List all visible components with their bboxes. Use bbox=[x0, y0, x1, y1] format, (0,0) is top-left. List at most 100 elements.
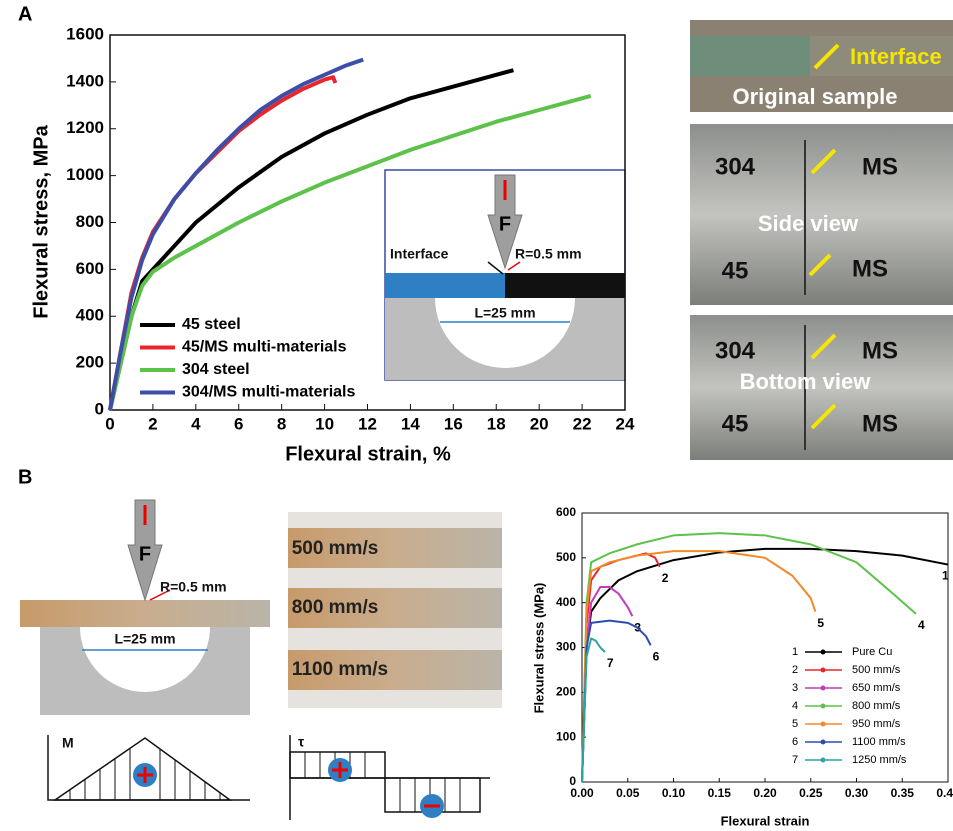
x-tick-label: 0.30 bbox=[845, 786, 869, 800]
legend-marker bbox=[821, 704, 826, 709]
curve-label: 1 bbox=[942, 569, 949, 583]
photo-label: MS bbox=[862, 153, 898, 180]
radius-label: R=0.5 mm bbox=[515, 246, 582, 262]
span-label: L=25 mm bbox=[474, 305, 535, 321]
photo-label: Interface bbox=[850, 44, 942, 69]
shear-label: τ bbox=[298, 734, 305, 750]
x-tick-label: 2 bbox=[148, 414, 157, 433]
curve-label: 2 bbox=[662, 571, 669, 585]
panel-label: B bbox=[18, 466, 32, 488]
legend-label: 500 mm/s bbox=[852, 664, 901, 676]
x-tick-label: 10 bbox=[315, 414, 334, 433]
y-tick-label: 500 bbox=[556, 550, 576, 564]
span-label: L=25 mm bbox=[114, 631, 175, 647]
legend-number: 1 bbox=[792, 646, 798, 658]
data-line bbox=[582, 551, 815, 782]
x-tick-label: 18 bbox=[487, 414, 506, 433]
legend-label: Pure Cu bbox=[852, 646, 892, 658]
legend-label: 45/MS multi-materials bbox=[182, 339, 347, 356]
y-tick-label: 600 bbox=[556, 505, 576, 519]
legend-marker bbox=[821, 758, 826, 763]
y-tick-label: 0 bbox=[95, 399, 104, 418]
legend-label: 950 mm/s bbox=[852, 718, 901, 730]
x-tick-label: 0.35 bbox=[891, 786, 915, 800]
data-line bbox=[110, 60, 363, 410]
legend-marker bbox=[821, 668, 826, 673]
x-tick-label: 0.15 bbox=[708, 786, 732, 800]
radius-label: R=0.5 mm bbox=[160, 579, 227, 595]
photo-label: 304 bbox=[715, 153, 756, 180]
photo-label: Side view bbox=[758, 211, 859, 236]
legend-label: 650 mm/s bbox=[852, 682, 901, 694]
y-tick-label: 200 bbox=[556, 685, 576, 699]
x-tick-label: 0.00 bbox=[570, 786, 594, 800]
x-tick-label: 12 bbox=[358, 414, 377, 433]
legend-marker bbox=[821, 686, 826, 691]
y-tick-label: 400 bbox=[76, 306, 104, 325]
x-tick-label: 8 bbox=[277, 414, 286, 433]
force-label: F bbox=[499, 213, 511, 235]
x-tick-label: 0.40 bbox=[936, 786, 953, 800]
legend-label: 800 mm/s bbox=[852, 700, 901, 712]
photo-label: 304 bbox=[715, 337, 756, 364]
y-tick-label: 1000 bbox=[66, 165, 104, 184]
y-tick-label: 1200 bbox=[66, 118, 104, 137]
force-label: F bbox=[139, 543, 151, 565]
x-tick-label: 16 bbox=[444, 414, 463, 433]
photo-label: 45 bbox=[722, 257, 749, 284]
legend-marker bbox=[821, 740, 826, 745]
data-line bbox=[582, 587, 632, 782]
y-tick-label: 1400 bbox=[66, 71, 104, 90]
legend-label: 304 steel bbox=[182, 361, 250, 378]
y-tick-label: 300 bbox=[556, 640, 576, 654]
y-tick-label: 800 bbox=[76, 212, 104, 231]
x-tick-label: 20 bbox=[530, 414, 549, 433]
x-axis-label: Flexural strain bbox=[721, 813, 810, 828]
x-axis-label: Flexural strain, % bbox=[285, 443, 451, 465]
x-tick-label: 0 bbox=[105, 414, 114, 433]
legend-label: 304/MS multi-materials bbox=[182, 384, 356, 401]
legend-marker bbox=[821, 650, 826, 655]
interface-label: Interface bbox=[390, 246, 449, 262]
curve-label: 7 bbox=[607, 656, 614, 670]
x-tick-label: 24 bbox=[616, 414, 635, 433]
legend-label: 1250 mm/s bbox=[852, 754, 907, 766]
legend-label: 1100 mm/s bbox=[852, 736, 906, 748]
curve-label: 6 bbox=[653, 649, 660, 663]
x-tick-label: 4 bbox=[191, 414, 201, 433]
photo-label: 1100 mm/s bbox=[292, 659, 388, 680]
photo-label: 500 mm/s bbox=[292, 538, 379, 559]
photo-label: 45 bbox=[722, 410, 749, 437]
x-tick-label: 22 bbox=[573, 414, 592, 433]
y-tick-label: 600 bbox=[76, 259, 104, 278]
photo-label: MS bbox=[862, 410, 898, 437]
y-tick-label: 0 bbox=[569, 774, 576, 788]
legend-number: 6 bbox=[792, 736, 798, 748]
x-tick-label: 14 bbox=[401, 414, 420, 433]
photo-label: Bottom view bbox=[740, 369, 872, 394]
y-tick-label: 400 bbox=[556, 595, 576, 609]
inset-diagram bbox=[385, 170, 625, 380]
y-axis-label: Flexural stress, MPa bbox=[30, 124, 52, 318]
photo-label: 800 mm/s bbox=[292, 597, 379, 618]
curve-label: 4 bbox=[918, 618, 925, 632]
y-tick-label: 100 bbox=[556, 729, 576, 743]
moment-label: M bbox=[62, 735, 74, 751]
legend-number: 5 bbox=[792, 718, 798, 730]
data-line bbox=[110, 77, 335, 410]
data-line bbox=[582, 553, 660, 782]
legend-label: 45 steel bbox=[182, 316, 241, 333]
legend-number: 3 bbox=[792, 682, 798, 694]
legend-number: 2 bbox=[792, 664, 798, 676]
y-tick-label: 1600 bbox=[66, 24, 104, 43]
y-axis-label: Flexural stress (MPa) bbox=[531, 583, 546, 714]
legend-number: 7 bbox=[792, 754, 798, 766]
x-tick-label: 0.05 bbox=[616, 786, 640, 800]
figure: A B F Interface R=0.5 mm L=25 mm Interfa… bbox=[0, 0, 953, 831]
x-tick-label: 0.20 bbox=[753, 786, 777, 800]
photo-label: MS bbox=[862, 337, 898, 364]
legend-number: 4 bbox=[792, 700, 798, 712]
x-tick-label: 0.10 bbox=[662, 786, 686, 800]
photo-label: MS bbox=[852, 255, 888, 282]
photo-label: Original sample bbox=[732, 84, 897, 109]
